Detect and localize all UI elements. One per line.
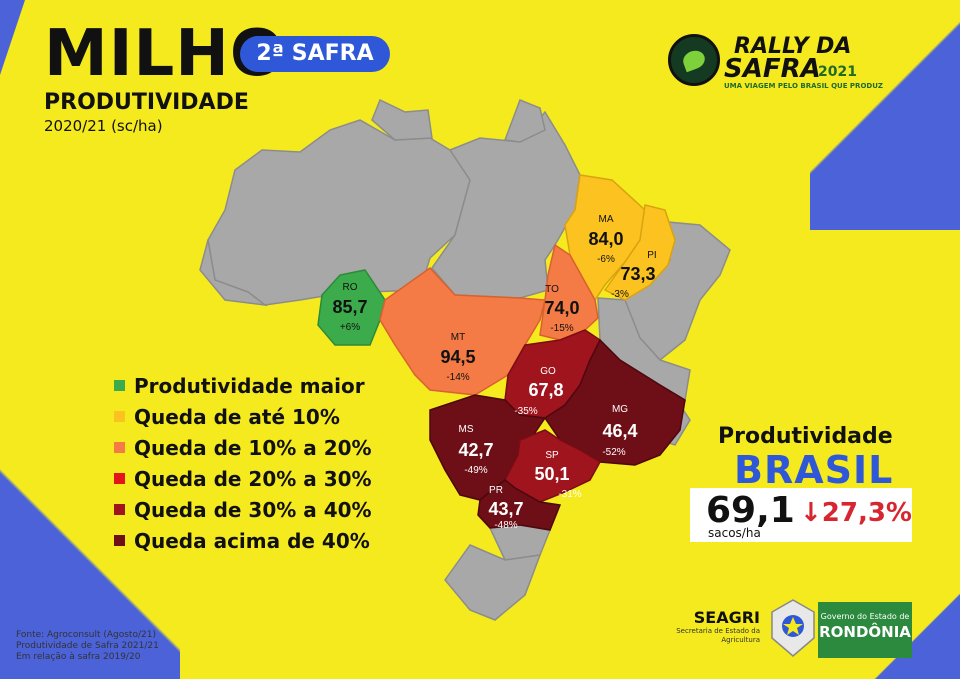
legend-swatch — [114, 535, 125, 546]
state-rr — [371, 98, 433, 141]
source-line: Em relação à safra 2019/20 — [16, 652, 141, 662]
state-change: -48% — [494, 520, 517, 531]
state-value: 73,3 — [620, 264, 655, 284]
state-abbr: SP — [545, 450, 559, 461]
leaf-icon — [668, 34, 720, 86]
legend-item: Queda de 20% a 30% — [114, 463, 372, 494]
page-subtitle-unit: 2020/21 (sc/ha) — [44, 117, 163, 135]
state-change: -31% — [558, 489, 581, 500]
gov-line: Governo do Estado de — [820, 612, 910, 621]
brasil-value: 69,1 — [706, 490, 795, 531]
state-change: -15% — [550, 323, 573, 334]
state-abbr: MT — [451, 332, 465, 343]
brasil-name: BRASIL — [734, 448, 894, 492]
background-stripe — [0, 0, 25, 75]
state-value: 50,1 — [534, 464, 569, 484]
legend-item: Queda de até 10% — [114, 401, 372, 432]
state-value: 43,7 — [488, 499, 523, 519]
state-abbr: TO — [545, 284, 559, 295]
legend-label: Queda de 10% a 20% — [134, 435, 372, 460]
source-line: Fonte: Agroconsult (Agosto/21) — [16, 630, 156, 640]
state-abbr: PR — [489, 485, 503, 496]
logo-text: SAFRA — [724, 54, 821, 84]
logo-year: 2021 — [818, 64, 857, 80]
brasil-unit: sacos/ha — [708, 526, 761, 540]
legend-swatch — [114, 442, 125, 453]
state-abbr: RO — [343, 282, 358, 293]
legend-item: Produtividade maior — [114, 370, 372, 401]
legend-swatch — [114, 473, 125, 484]
gray-states — [199, 98, 731, 621]
state-abbr: MA — [599, 214, 614, 225]
brasil-summary-box: 69,1 sacos/ha ↓27,3% — [690, 488, 912, 542]
state-change: -52% — [602, 447, 625, 458]
seagri-name: SEAGRI — [693, 608, 760, 627]
state-change: -35% — [514, 406, 537, 417]
state-ac — [199, 239, 268, 307]
page-subtitle: PRODUTIVIDADE — [44, 90, 249, 115]
legend-item: Queda acima de 40% — [114, 525, 372, 556]
state-abbr: MG — [612, 404, 628, 415]
brasil-change: ↓27,3% — [800, 498, 912, 528]
legend-item: Queda de 30% a 40% — [114, 494, 372, 525]
background-stripe — [810, 0, 960, 230]
seagri-line: Agricultura — [721, 636, 760, 644]
legend-label: Queda de 30% a 40% — [134, 497, 372, 522]
source-note: Fonte: Agroconsult (Agosto/21) Produtivi… — [16, 630, 159, 663]
state-abbr: GO — [540, 366, 556, 377]
state-pi[interactable] — [603, 204, 676, 301]
state-labels: RO 85,7 +6% MT 94,5 -14% MA 84,0 -6% PI … — [332, 214, 656, 531]
state-value: 84,0 — [588, 229, 623, 249]
legend-swatch — [114, 504, 125, 515]
legend-label: Queda de até 10% — [134, 404, 340, 429]
state-sp[interactable] — [504, 429, 602, 503]
logo-tagline: UMA VIAGEM PELO BRASIL QUE PRODUZ — [724, 82, 883, 90]
legend-label: Produtividade maior — [134, 373, 365, 398]
state-pr[interactable] — [477, 479, 562, 531]
state-value: 42,7 — [458, 440, 493, 460]
seagri-logo: SEAGRI Secretaria de Estado da Agricultu… — [664, 608, 760, 645]
state-value: 46,4 — [602, 421, 637, 441]
state-change: -6% — [597, 254, 615, 265]
background-stripe — [0, 369, 180, 679]
legend-swatch — [114, 411, 125, 422]
state-ma[interactable] — [564, 174, 646, 302]
legend-swatch — [114, 380, 125, 391]
state-value: 74,0 — [544, 298, 579, 318]
logo-text: RALLY DA — [734, 34, 852, 59]
state-value: 67,8 — [528, 380, 563, 400]
seagri-line: Secretaria de Estado da — [676, 627, 760, 635]
state-ap — [503, 99, 546, 143]
map-legend: Produtividade maior Queda de até 10% Que… — [114, 370, 372, 556]
state-abbr: MS — [459, 424, 474, 435]
state-change: -14% — [446, 372, 469, 383]
state-change: -49% — [464, 465, 487, 476]
gov-name: RONDÔNIA — [819, 623, 911, 641]
state-change: +6% — [340, 322, 360, 333]
state-rs — [444, 544, 542, 621]
coat-of-arms-icon — [771, 599, 815, 657]
state-change: -3% — [611, 289, 629, 300]
safra-badge: 2ª SAFRA — [240, 36, 390, 72]
state-abbr: PI — [647, 250, 656, 261]
governo-rondonia-logo: Governo do Estado de RONDÔNIA — [818, 602, 912, 658]
state-value: 85,7 — [332, 297, 367, 317]
legend-label: Queda de 20% a 30% — [134, 466, 372, 491]
legend-item: Queda de 10% a 20% — [114, 432, 372, 463]
source-line: Produtividade de Safra 2021/21 — [16, 641, 159, 651]
state-value: 94,5 — [440, 347, 475, 367]
rally-da-safra-logo: RALLY DA SAFRA 2021 UMA VIAGEM PELO BRAS… — [668, 34, 883, 94]
legend-label: Queda acima de 40% — [134, 528, 370, 553]
brasil-title: Produtividade — [718, 424, 893, 449]
